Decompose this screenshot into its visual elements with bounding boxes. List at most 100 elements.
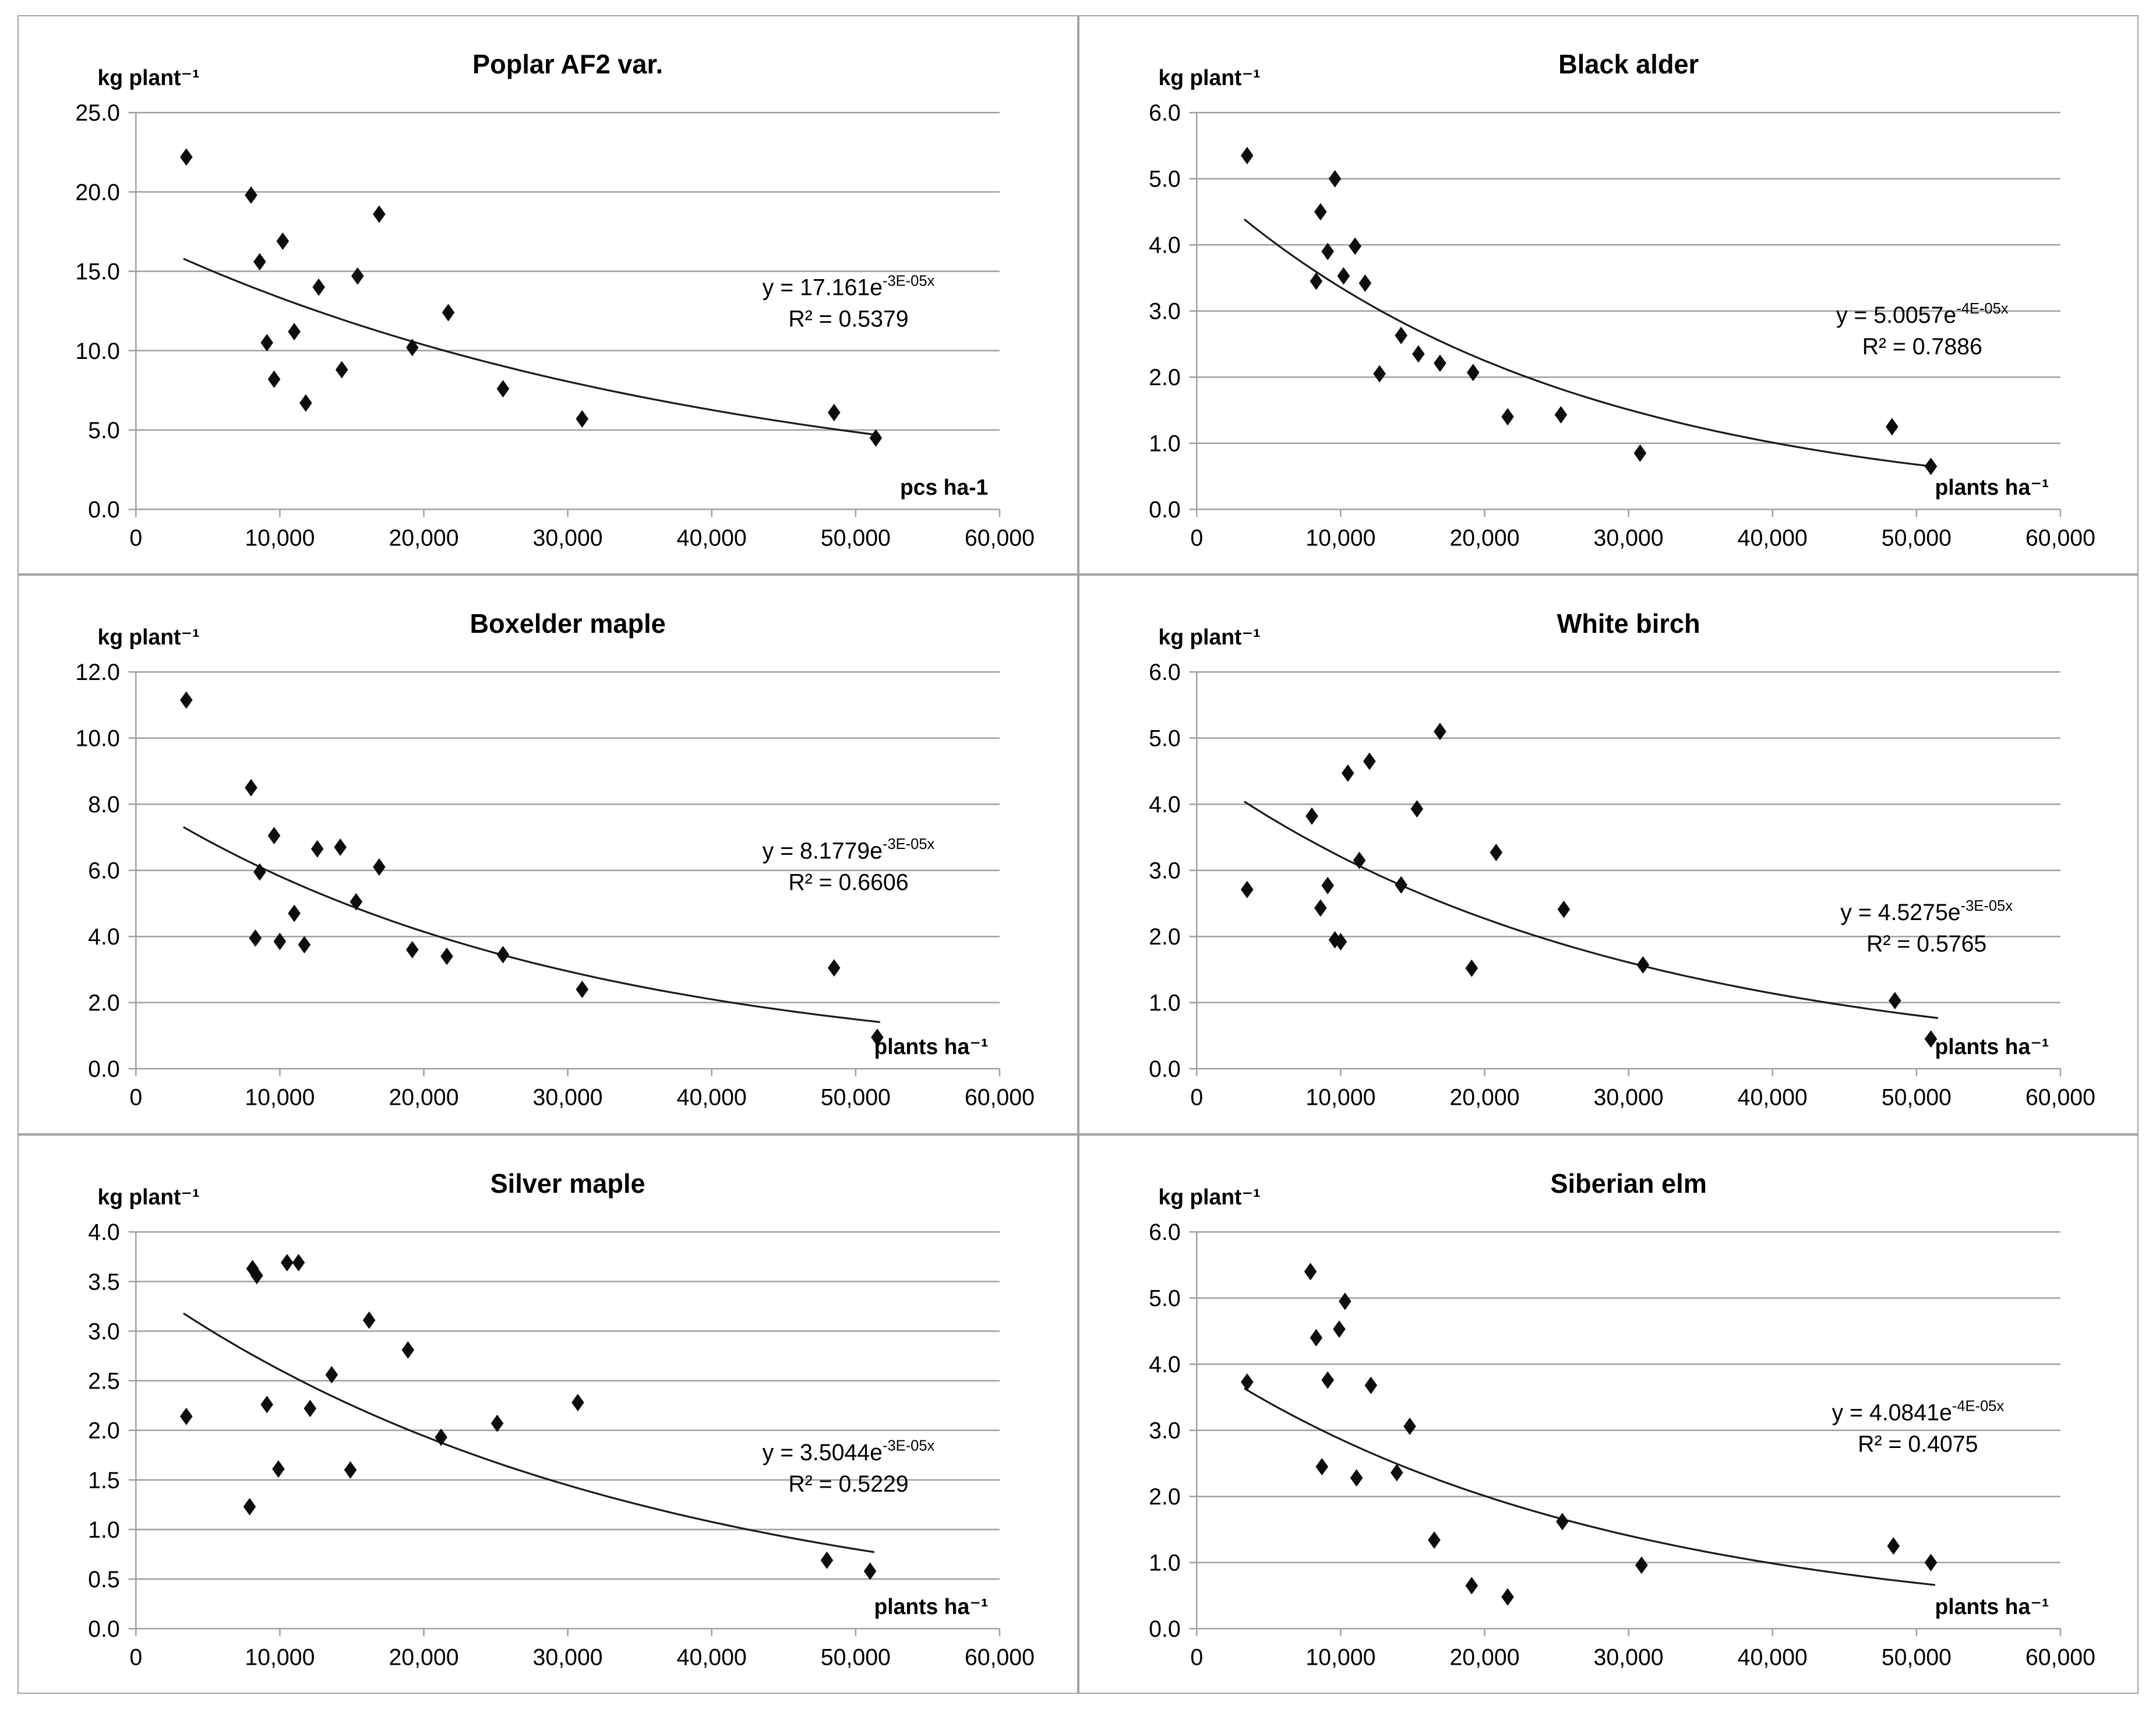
data-point-marker (571, 1393, 584, 1411)
x-tick-label: 60,000 (2025, 1084, 2095, 1110)
data-point-marker (1465, 1577, 1478, 1595)
r-squared-label: R² = 0.6606 (788, 869, 908, 895)
data-point-marker (1427, 1531, 1441, 1549)
y-tick-label: 2.0 (1149, 1484, 1181, 1510)
data-point-marker (871, 1028, 884, 1046)
y-axis-label: kg plant⁻¹ (98, 65, 200, 90)
trendline-equation: y = 4.0841e-4E-05x (1832, 1398, 2004, 1425)
x-tick-label: 50,000 (821, 525, 891, 551)
data-point-marker (827, 959, 841, 977)
data-point-marker (335, 361, 348, 379)
data-point-marker (1334, 933, 1347, 951)
trendline (1243, 219, 1934, 468)
data-point-marker (250, 1266, 263, 1284)
equation-base: y = 4.0841e (1832, 1400, 1952, 1425)
y-tick-label: 4.0 (1149, 792, 1181, 817)
data-point-marker (401, 1341, 415, 1359)
x-tick-label: 60,000 (2025, 525, 2095, 551)
data-point-marker (405, 941, 419, 959)
chart-title: White birch (1557, 609, 1700, 639)
y-tick-label: 5.0 (88, 418, 120, 443)
y-tick-label: 0.0 (88, 1616, 120, 1642)
r-squared-label: R² = 0.5379 (788, 306, 908, 332)
x-tick-label: 20,000 (389, 525, 458, 551)
x-tick-label: 10,000 (245, 1084, 315, 1110)
data-point-marker (312, 278, 325, 296)
data-point-marker (1332, 1320, 1346, 1338)
data-point-marker (1310, 1329, 1322, 1347)
x-tick-label: 50,000 (821, 1084, 891, 1110)
y-tick-label: 10.0 (75, 338, 119, 364)
data-point-marker (1348, 237, 1361, 255)
y-tick-label: 0.0 (1149, 497, 1181, 523)
data-point-marker (1501, 1588, 1514, 1606)
data-point-marker (249, 929, 262, 947)
x-tick-label: 0 (1190, 1084, 1203, 1110)
data-point-marker (1358, 274, 1371, 293)
equation-base: y = 3.5044e (763, 1439, 883, 1465)
trendline (183, 826, 880, 1024)
data-point-marker (344, 1461, 357, 1479)
data-point-marker (280, 1253, 294, 1271)
y-tick-label: 1.0 (1149, 991, 1181, 1016)
chart-title: Black alder (1558, 50, 1699, 79)
y-tick-label: 4.0 (1149, 1352, 1181, 1377)
data-point-marker (820, 1551, 834, 1569)
data-point-marker (440, 947, 453, 966)
y-tick-label: 5.0 (1149, 1285, 1181, 1311)
data-point-marker (1321, 242, 1334, 260)
x-tick-label: 0 (129, 1644, 142, 1670)
data-point-marker (1240, 880, 1254, 898)
data-point-marker (179, 1407, 193, 1425)
data-point-marker (276, 232, 290, 250)
x-tick-label: 40,000 (1737, 525, 1807, 551)
x-tick-label: 60,000 (965, 525, 1035, 551)
data-point-marker (304, 1399, 317, 1417)
data-point-marker (1321, 1371, 1334, 1389)
x-tick-label: 40,000 (1737, 1644, 1807, 1670)
chart-panel-white-birch: 0.0 1.0 2.0 3.0 4.0 5.0 6.0 0 10,000 20,000 30,000… (1078, 575, 2139, 1134)
x-tick-label: 50,000 (1881, 525, 1951, 551)
data-point-marker (253, 253, 266, 271)
y-tick-label: 12.0 (75, 660, 119, 685)
data-point-marker (1240, 146, 1254, 165)
data-point-marker (1888, 992, 1901, 1010)
data-point-marker (350, 893, 363, 911)
chart-grid: 0.0 5.0 10.0 15.0 20.0 25.0 0 10,000 20,000 30,00… (17, 15, 2139, 1694)
x-tick-label: 50,000 (1881, 1084, 1951, 1110)
y-tick-label: 4.0 (88, 924, 120, 950)
data-point-marker (496, 946, 510, 964)
data-point-marker (1314, 203, 1327, 221)
data-point-marker (179, 148, 193, 166)
y-tick-label: 6.0 (1149, 100, 1181, 126)
data-point-marker (288, 323, 301, 341)
data-point-marker (334, 838, 347, 857)
data-point-marker (179, 691, 193, 709)
data-point-marker (273, 933, 287, 951)
x-tick-label: 10,000 (1305, 525, 1375, 551)
trendline-equation: y = 3.5044e-3E-05x (763, 1437, 935, 1465)
data-point-marker (1310, 272, 1322, 290)
x-tick-label: 30,000 (533, 525, 603, 551)
y-tick-label: 2.0 (1149, 365, 1181, 390)
y-axis-label: kg plant⁻¹ (98, 1184, 200, 1208)
data-point-marker (1315, 1457, 1328, 1475)
equation-base: y = 4.5275e (1840, 900, 1960, 925)
data-point-marker (1555, 1512, 1569, 1530)
y-axis-label: kg plant⁻¹ (1158, 65, 1260, 90)
equation-base: y = 5.0057e (1836, 302, 1956, 328)
y-tick-label: 6.0 (1149, 660, 1181, 685)
chart-title: Siberian elm (1550, 1168, 1707, 1198)
data-point-marker (1466, 364, 1480, 382)
x-tick-label: 10,000 (1305, 1644, 1375, 1670)
x-tick-label: 60,000 (965, 1644, 1035, 1670)
y-tick-label: 4.0 (88, 1220, 120, 1245)
y-tick-label: 2.5 (88, 1368, 120, 1394)
x-axis-label: plants ha⁻¹ (1935, 475, 2049, 499)
x-tick-label: 10,000 (1305, 1084, 1375, 1110)
y-tick-label: 0.5 (88, 1566, 120, 1592)
data-point-marker (1390, 1463, 1403, 1482)
data-point-marker (1341, 764, 1354, 783)
data-point-marker (373, 858, 386, 876)
data-point-marker (1636, 956, 1649, 974)
